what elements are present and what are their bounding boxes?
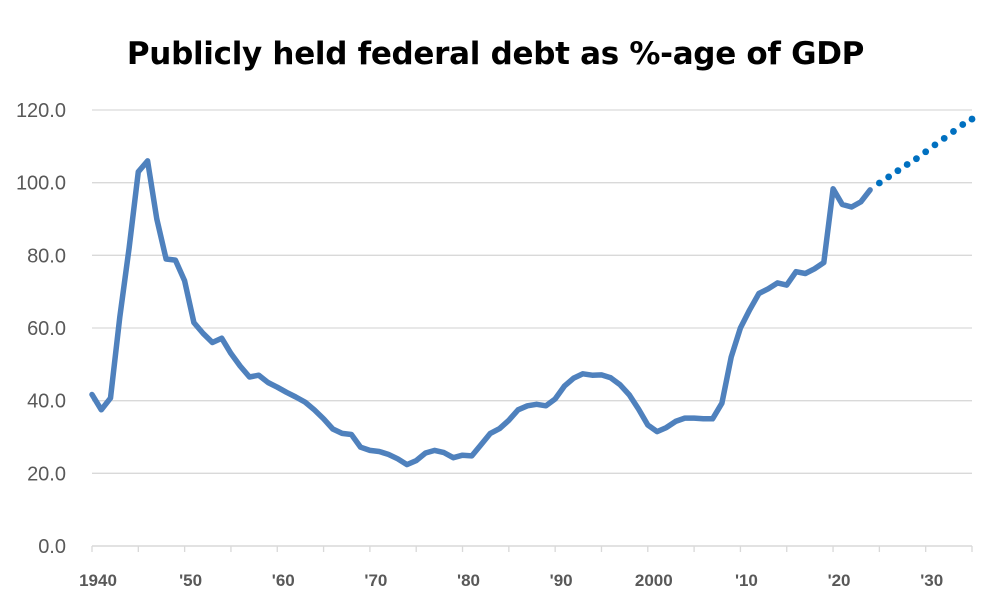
x-tick-label: '20: [828, 571, 851, 590]
series-layer: [89, 115, 976, 468]
projection-point: [959, 121, 967, 128]
x-tick-label: '70: [364, 571, 387, 590]
x-tick-label: '50: [179, 571, 202, 590]
projection-point: [875, 179, 883, 187]
y-tick-label: 100.0: [16, 173, 66, 195]
x-tick-label: 1940: [79, 571, 117, 590]
debt-series-line: [89, 158, 873, 468]
projection-point: [885, 173, 893, 181]
x-axis: [91, 545, 973, 552]
x-tick-labels: 1940 '50 '60 '70 '80 '90 2000 '10 '20 '30: [79, 571, 943, 590]
x-tick-label: 2000: [635, 571, 673, 590]
y-tick-label: 80.0: [27, 245, 66, 267]
gridlines: [92, 109, 972, 474]
projection-point: [913, 155, 920, 163]
y-tick-label: 20.0: [27, 463, 66, 485]
projection-point: [894, 167, 902, 175]
y-tick-labels: 0.0 20.0 40.0 60.0 80.0 100.0 120.0: [16, 100, 66, 558]
chart-title: Publicly held federal debt as %-age of G…: [126, 36, 865, 72]
projection-point: [940, 134, 948, 142]
x-tick-label: '60: [272, 571, 295, 590]
y-tick-label: 60.0: [27, 318, 66, 340]
y-tick-label: 40.0: [27, 391, 66, 413]
projection-point: [922, 148, 930, 156]
x-tick-label: '80: [457, 571, 480, 590]
x-tick-label: '10: [735, 571, 758, 590]
x-tick-label: '30: [920, 571, 943, 590]
y-tick-label: 120.0: [16, 100, 66, 122]
projection-point: [903, 161, 911, 168]
projection-point: [968, 115, 976, 123]
projection-point: [950, 128, 957, 135]
y-tick-label: 0.0: [38, 536, 66, 558]
projection-point: [931, 141, 939, 149]
x-tick-label: '90: [550, 571, 573, 590]
